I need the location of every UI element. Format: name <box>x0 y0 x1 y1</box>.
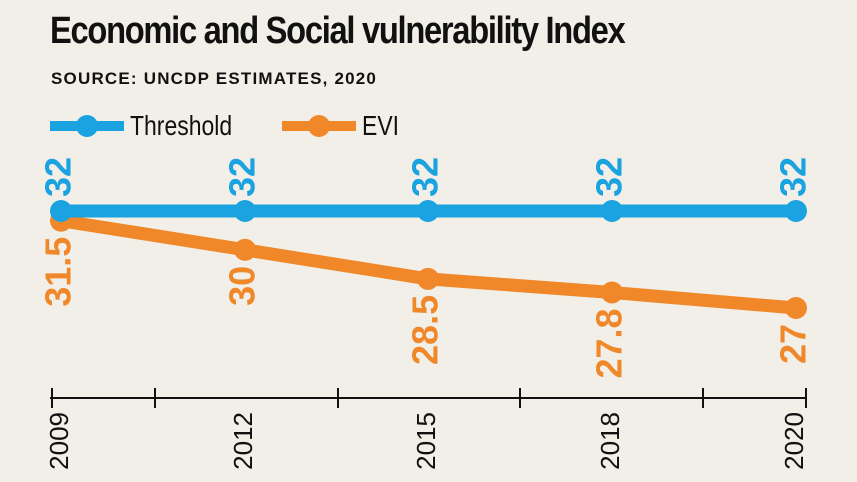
point-threshold-2009 <box>50 200 72 222</box>
chart-title: Economic and Social vulnerability Index <box>50 10 626 52</box>
point-evi-2018 <box>601 281 623 304</box>
x-tick-label-2012: 2012 <box>228 412 258 470</box>
chart-subtitle: SOURCE: UNCDP ESTIMATES, 2020 <box>51 69 378 88</box>
point-threshold-2015 <box>417 200 439 222</box>
point-threshold-2012 <box>234 200 256 222</box>
data-label-evi-2020: 27 <box>773 324 814 364</box>
data-label-evi-2018: 27.8 <box>589 308 630 378</box>
point-evi-2015 <box>417 267 439 290</box>
x-tick-label-2018: 2018 <box>595 412 625 470</box>
point-threshold-2020 <box>785 200 807 222</box>
x-tick-label-2020: 2020 <box>779 412 809 470</box>
point-evi-2020 <box>785 297 807 319</box>
legend-marker-threshold <box>76 115 98 137</box>
data-label-threshold-2015: 32 <box>405 157 446 197</box>
data-label-evi-2009: 31.5 <box>38 237 79 307</box>
data-label-threshold-2012: 32 <box>222 157 263 197</box>
data-label-threshold-2020: 32 <box>773 157 814 197</box>
x-tick-label-2009: 2009 <box>44 412 74 470</box>
legend-label-threshold: Threshold <box>130 110 233 141</box>
data-label-evi-2015: 28.5 <box>405 295 446 365</box>
data-label-threshold-2009: 32 <box>38 157 79 197</box>
x-tick-label-2015: 2015 <box>411 412 441 470</box>
data-label-threshold-2018: 32 <box>589 157 630 197</box>
data-label-evi-2012: 30 <box>222 266 263 306</box>
point-evi-2012 <box>234 238 256 261</box>
legend-marker-evi <box>308 115 330 137</box>
point-threshold-2018 <box>601 200 623 222</box>
legend-label-evi: EVI <box>362 110 400 141</box>
